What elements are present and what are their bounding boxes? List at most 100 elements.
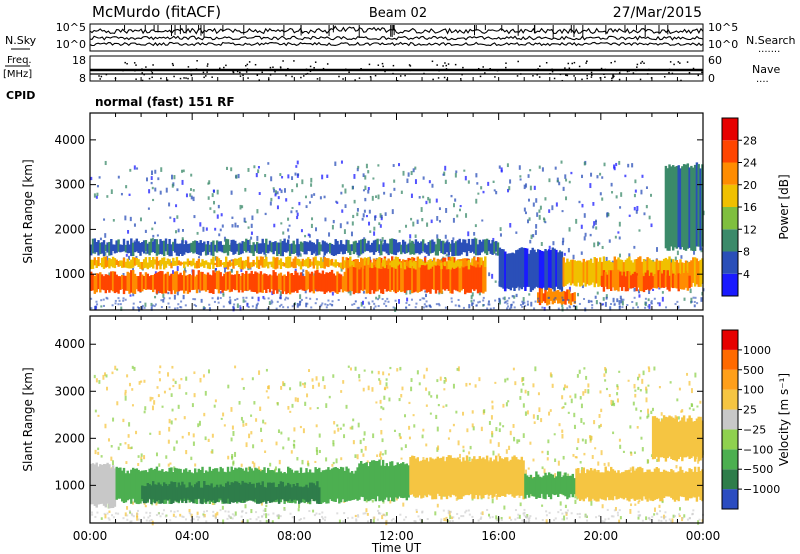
echo-band-3 [409,242,412,255]
near-range-echo [572,305,575,308]
echo-point [490,415,493,420]
echo-point [304,382,307,385]
echo-point [214,399,217,403]
echo-band-6 [608,471,611,501]
near-range-echo [329,303,332,306]
near-range-echo [665,306,668,309]
echo-point [508,186,511,191]
echo-point [363,431,366,436]
near-range-echo [674,515,677,518]
echo-band-2 [236,258,239,265]
echo-point [696,405,699,408]
echo-point [428,391,431,396]
echo-band-0 [325,272,328,293]
echo-point [225,166,228,170]
echo-band-2 [203,260,206,268]
echo-point [558,250,561,253]
echo-point [564,402,567,406]
echo-band-2 [290,487,294,502]
echo-point [426,222,429,227]
echo-band-2 [161,257,164,265]
echo-point [519,502,522,507]
near-range-echo [249,518,252,521]
near-range-echo [318,512,321,515]
echo-point [145,251,148,255]
echo-point [488,272,491,277]
echo-band-3 [314,244,317,252]
echo-point [470,295,473,300]
echo-band-0 [237,274,241,293]
echo-band-4 [449,455,452,498]
echo-band-3 [474,238,478,256]
echo-point [332,374,335,378]
echo-point [648,289,651,294]
near-range-echo [545,514,548,517]
echo-point [518,286,521,291]
echo-band-7 [659,421,662,458]
echo-band-7 [646,270,649,290]
near-range-echo [327,299,330,302]
echo-point [173,294,176,300]
echo-point [500,516,503,520]
echo-point [213,404,216,408]
echo-band-3 [478,239,482,256]
echo-point [634,189,637,193]
near-range-echo [157,512,160,515]
echo-point [545,519,548,524]
echo-point [283,507,286,511]
echo-point [507,400,510,403]
echo-point [548,411,551,416]
near-range-echo [244,300,247,303]
near-range-echo [494,299,497,302]
nave-dot [454,63,457,66]
near-range-echo [644,306,647,309]
echo-band-6 [622,471,626,500]
near-range-echo [108,518,111,521]
near-range-echo [154,303,157,306]
echo-band-3 [257,243,261,254]
near-range-echo [589,300,592,303]
velocity-colorbar-tick-label: 500 [743,364,764,377]
echo-band-2 [391,260,394,268]
echo-point [302,428,305,434]
echo-band-2 [423,263,427,266]
echo-point [282,231,285,235]
near-range-echo [323,519,326,522]
sky-noise-line [89,25,704,35]
nave-dot [626,70,629,73]
echo-point [592,225,595,229]
echo-band-2 [305,258,308,267]
echo-point [628,214,631,217]
near-range-echo [519,303,522,306]
echo-point [231,224,234,228]
near-range-echo [678,513,681,516]
nave-dot [671,69,674,71]
near-range-echo [371,300,374,303]
echo-point [444,165,447,171]
near-range-echo [574,301,577,304]
near-range-echo [554,296,557,299]
echo-band-6 [659,471,662,502]
echo-point [450,194,453,198]
velocity-colorbar-tick-label: −500 [743,463,773,476]
near-range-echo [586,519,589,522]
echo-point [424,255,427,259]
echo-point [454,198,457,202]
near-range-echo [390,519,393,522]
echo-band-2 [480,257,483,266]
echo-point [651,407,654,412]
echo-point [234,451,237,457]
echo-band-4 [551,247,555,290]
echo-band-5 [547,287,551,305]
echo-point [127,434,130,438]
echo-point [304,401,307,406]
echo-band-2 [204,260,208,265]
echo-point [459,208,462,212]
echo-band-4 [447,455,451,496]
echo-band-6 [641,261,644,284]
echo-point [267,385,270,390]
nave-dot [360,68,362,70]
echo-band-3 [163,240,166,257]
echo-point [332,461,335,465]
echo-band-3 [159,239,162,254]
